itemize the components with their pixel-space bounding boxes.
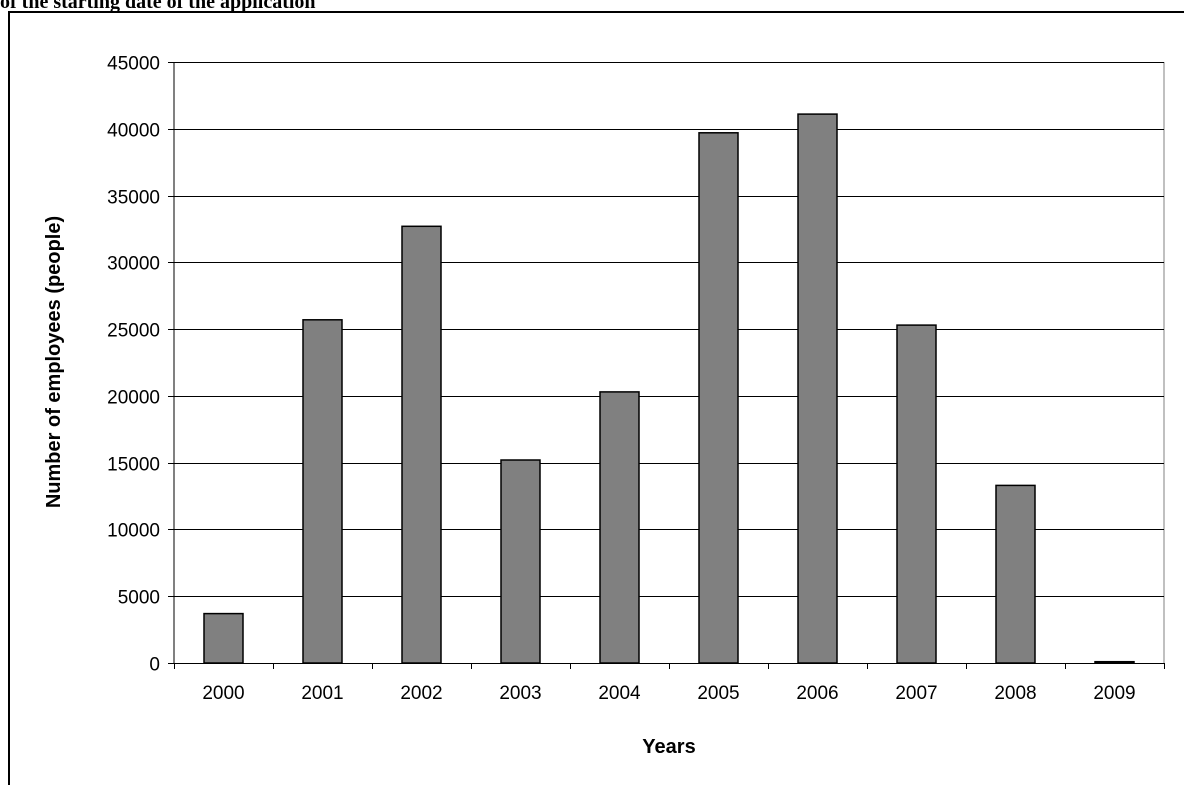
x-tick-label: 2003: [499, 683, 541, 704]
x-tick-label: 2006: [796, 683, 838, 704]
y-tick-label: 30000: [107, 254, 160, 275]
bar-2003: [501, 460, 540, 663]
y-tick-labels: 0 5000 10000 15000 20000 25000 30000 35000 40000…: [107, 54, 160, 676]
bar-2001: [303, 320, 342, 663]
y-tick-label: 15000: [107, 455, 160, 476]
x-tick-label: 2005: [697, 683, 739, 704]
y-tick-label: 5000: [118, 588, 160, 609]
y-tick-label: 10000: [107, 521, 160, 542]
bar-2005: [699, 133, 738, 663]
bar-2009: [1095, 662, 1134, 663]
x-tick-labels: 2000 2001 2002 2003 2004 2005 2006 2007 2008 2009: [202, 683, 1135, 704]
bar-2008: [996, 485, 1035, 663]
x-axis-title: Years: [642, 736, 695, 758]
y-axis-title: Number of employees (people): [43, 216, 65, 508]
x-tick-label: 2002: [400, 683, 442, 704]
bar-2002: [402, 226, 441, 663]
y-tick-label: 40000: [107, 121, 160, 142]
bar-2000: [204, 614, 243, 663]
x-tick-label: 2009: [1093, 683, 1135, 704]
y-tick-label: 25000: [107, 321, 160, 342]
y-tick-label: 0: [149, 655, 160, 676]
y-tick-label: 20000: [107, 388, 160, 409]
x-tick-label: 2001: [301, 683, 343, 704]
y-tick-label: 45000: [107, 54, 160, 75]
x-tick-label: 2004: [598, 683, 641, 704]
bar-2007: [897, 325, 936, 663]
x-tick-label: 2007: [895, 683, 937, 704]
x-tick-label: 2008: [994, 683, 1036, 704]
bar-2006: [798, 114, 837, 663]
x-tick-label: 2000: [202, 683, 244, 704]
y-tick-label: 35000: [107, 188, 160, 209]
bar-2004: [600, 392, 639, 663]
